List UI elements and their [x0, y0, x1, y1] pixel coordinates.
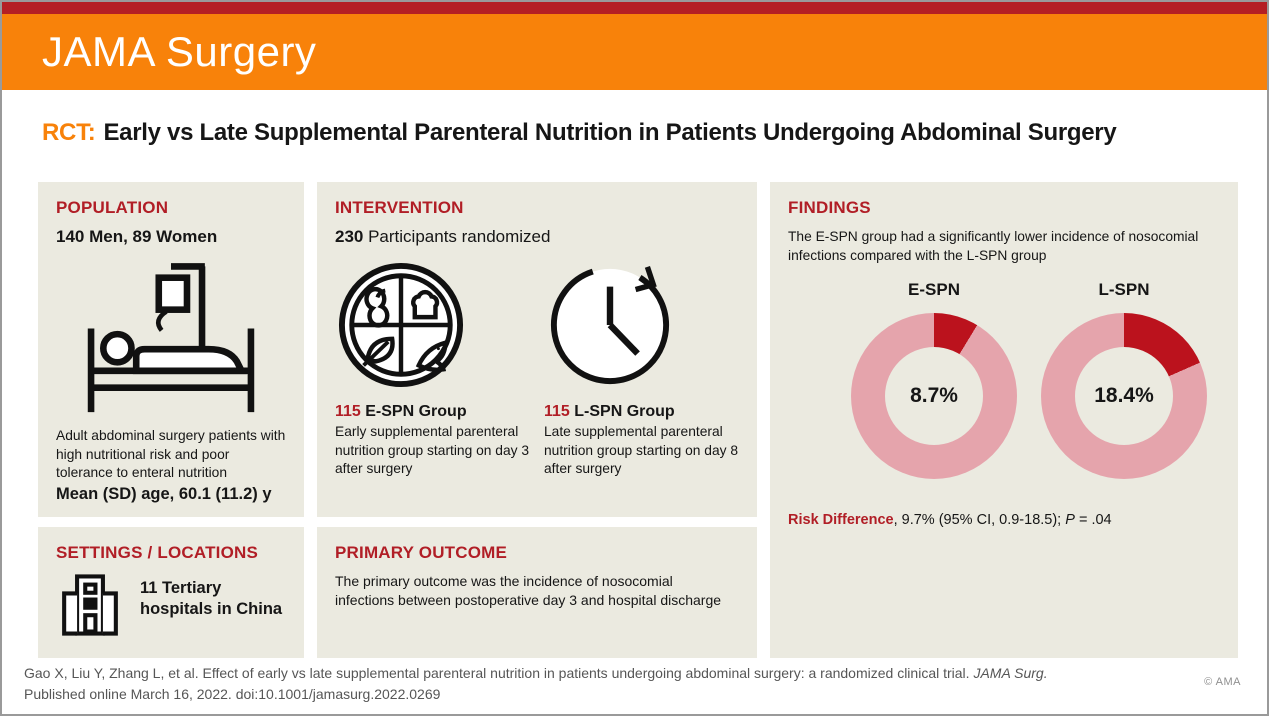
intervention-panel: INTERVENTION 230 Participants randomized — [317, 182, 757, 517]
espn-count: 115 — [335, 403, 361, 420]
column-findings: FINDINGS The E-SPN group had a significa… — [770, 182, 1238, 658]
population-description: Adult abdominal surgery patients with hi… — [56, 428, 286, 481]
donut-charts: E-SPN 8.7% L-SPN 18.4% — [788, 280, 1220, 479]
espn-group-name: 115 E-SPN Group — [335, 403, 467, 420]
column-intervention: INTERVENTION 230 Participants randomized — [317, 182, 757, 658]
citation-text: Gao X, Liu Y, Zhang L, et al. Effect of … — [24, 665, 974, 682]
risk-difference-line: Risk Difference, 9.7% (95% CI, 0.9-18.5)… — [788, 511, 1112, 528]
settings-text: 11 Tertiary hospitals in China — [140, 579, 283, 618]
espn-donut-block: E-SPN 8.7% — [851, 280, 1017, 479]
randomized-count: 230 Participants randomized — [335, 227, 739, 247]
ama-copyright: © AMA — [1204, 676, 1241, 688]
randomized-count-label: Participants randomized — [363, 227, 551, 246]
primary-outcome-panel: PRIMARY OUTCOME The primary outcome was … — [317, 527, 757, 658]
lspn-donut-chart: 18.4% — [1041, 312, 1207, 479]
espn-donut-chart: 8.7% — [851, 312, 1017, 479]
study-title: RCT: Early vs Late Supplemental Parentera… — [42, 119, 1227, 147]
lspn-group-name: 115 L-SPN Group — [544, 403, 675, 420]
espn-donut-label: E-SPN — [908, 279, 960, 299]
risk-difference-label: Risk Difference — [788, 511, 894, 528]
findings-summary: The E-SPN group had a significantly lowe… — [788, 229, 1199, 264]
clock-icon — [546, 261, 739, 393]
lspn-description: Late supplemental parenteral nutrition g… — [544, 424, 739, 477]
primary-outcome-heading: PRIMARY OUTCOME — [335, 543, 508, 562]
column-population: POPULATION 140 Men, 89 Women — [38, 182, 304, 658]
findings-heading: FINDINGS — [788, 198, 871, 217]
population-mean-age: Mean (SD) age, 60.1 (11.2) y — [56, 484, 272, 503]
settings-heading: SETTINGS / LOCATIONS — [56, 543, 259, 562]
lspn-donut-hole — [1075, 346, 1173, 445]
primary-outcome-text: The primary outcome was the incidence of… — [335, 573, 722, 608]
espn-donut-value: 8.7% — [910, 383, 958, 407]
journal-title: JAMA Surgery — [42, 28, 317, 75]
population-counts: 140 Men, 89 Women — [56, 227, 218, 246]
citation-line2: Published online March 16, 2022. doi:10.… — [24, 685, 441, 702]
lspn-donut-label: L-SPN — [1098, 279, 1150, 299]
citation-journal: JAMA Surg. — [973, 665, 1048, 682]
randomized-count-number: 230 — [335, 227, 364, 246]
content-grid: POPULATION 140 Men, 89 Women — [38, 182, 1238, 658]
citation-footer: Gao X, Liu Y, Zhang L, et al. Effect of … — [24, 663, 1147, 704]
top-red-strip — [2, 2, 1267, 14]
study-type-tag: RCT: — [42, 119, 96, 146]
hospital-icon — [56, 572, 124, 638]
patient-in-bed-icon — [56, 257, 286, 415]
settings-panel: SETTINGS / LOCATIONS 11 Tertiary hospita… — [38, 527, 304, 658]
lspn-donut-block: L-SPN 18.4% — [1041, 280, 1207, 479]
lspn-donut-value: 18.4% — [1094, 383, 1154, 407]
lspn-group-block: 115 L-SPN Group Late supplemental parent… — [544, 257, 739, 479]
espn-donut-hole — [885, 346, 983, 445]
p-value-symbol: P — [1065, 511, 1075, 528]
lspn-count: 115 — [544, 403, 570, 420]
population-heading: POPULATION — [56, 198, 169, 217]
findings-panel: FINDINGS The E-SPN group had a significa… — [770, 182, 1238, 658]
study-title-text: Early vs Late Supplemental Parenteral Nu… — [103, 119, 1117, 146]
population-panel: POPULATION 140 Men, 89 Women — [38, 182, 304, 517]
espn-group-block: 115 E-SPN Group Early supplemental paren… — [335, 257, 530, 479]
intervention-heading: INTERVENTION — [335, 198, 464, 217]
food-plate-icon — [337, 261, 530, 393]
espn-description: Early supplemental parenteral nutrition … — [335, 424, 530, 477]
masthead: JAMA Surgery — [2, 14, 1267, 90]
